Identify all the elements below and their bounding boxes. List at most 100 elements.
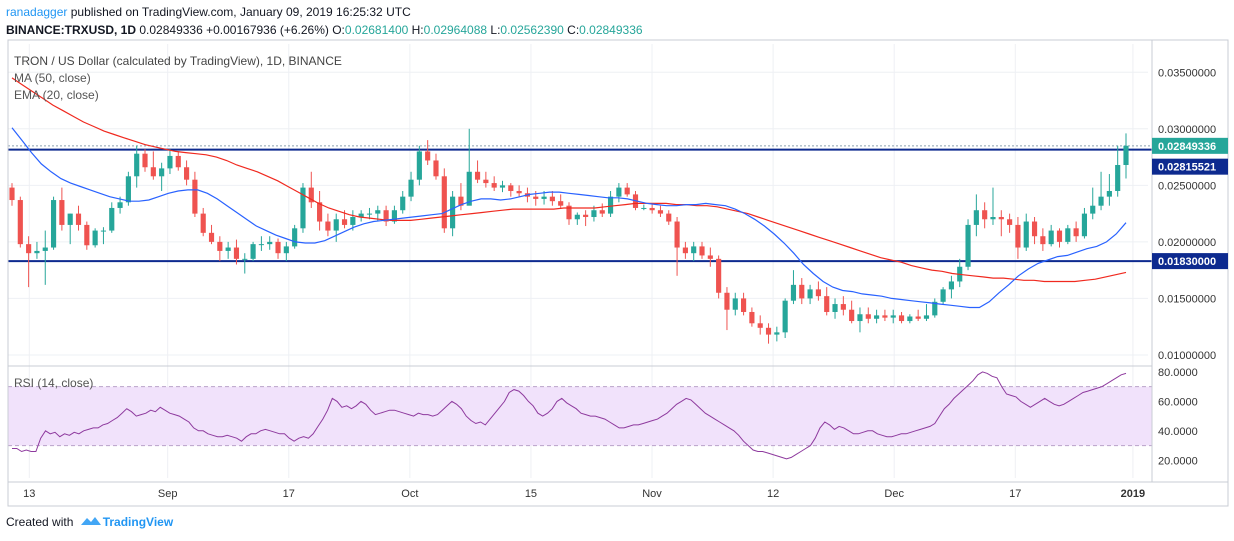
candle [724,287,730,331]
candle [275,238,281,259]
candle-body [84,224,90,246]
time-tick-label: 12 [767,488,779,500]
rsi-tick-label: 20.0000 [1158,455,1198,467]
candle [308,171,314,208]
horizontal-levels[interactable] [8,145,1152,263]
candle-body [549,196,555,202]
candle-body [666,213,672,222]
candle-body [508,185,514,191]
tradingview-brand[interactable]: TradingView [102,515,174,529]
candle [200,207,206,237]
candle [34,241,40,259]
candle-body [466,171,472,206]
candle-body [192,179,198,214]
candle-body [109,207,115,231]
candle-body [516,190,522,194]
candle-body [1081,213,1088,237]
candle-body [857,314,863,322]
price-tick-label: 0.01000000 [1158,350,1216,362]
candle-body [566,205,572,220]
candle [898,311,905,324]
candle-body [92,230,98,246]
candle-body [757,323,763,328]
candle-body [150,167,156,177]
price-tag-label: 0.02815521 [1158,162,1216,174]
time-tick-label: 13 [23,488,35,500]
candle [474,160,481,184]
price-tick-label: 0.02500000 [1158,180,1216,192]
candle [1048,224,1054,247]
candle [175,151,181,171]
price-tick-label: 0.02000000 [1158,237,1216,249]
candle-body [882,315,888,318]
candle-body [1048,230,1054,245]
rsi-legend: RSI (14, close) [14,376,94,390]
candle-body [1106,190,1112,197]
candle [258,236,264,251]
candle-body [225,247,231,251]
candle [990,187,996,225]
candle-body [1007,219,1013,225]
candle-body [1098,196,1104,206]
low-value: 0.02562390 [500,23,564,37]
candle-body [616,187,622,197]
candle-body [533,196,539,199]
candle [807,284,813,305]
candle [134,145,140,188]
candle-body [932,301,938,316]
ma-50-line [11,77,1127,283]
candle [1106,174,1112,206]
candle [948,275,954,299]
candle [599,203,605,218]
candle-body [965,224,971,267]
candlestick-series [9,128,1129,344]
candle [59,187,65,231]
candle-body [217,241,223,251]
candle-body [17,200,23,245]
candle [1056,228,1063,248]
rsi-overbought-oversold-band [8,386,1152,446]
candle [400,190,406,214]
candle [749,307,755,327]
candle-body [499,185,506,188]
candle [433,153,439,180]
rsi-tick-label: 60.0000 [1158,396,1198,408]
candle [425,140,431,165]
candle [982,202,988,229]
candle [957,258,963,288]
chart-title: TRON / US Dollar (calculated by TradingV… [14,54,342,68]
candle [707,247,713,267]
candle [1081,207,1088,239]
author-link[interactable]: ranadagger [6,5,68,19]
candle [300,183,306,233]
price-tick-label: 0.03000000 [1158,124,1216,136]
candle-body [583,214,589,218]
candle [657,205,664,218]
candle [1007,213,1013,233]
candle-body [167,155,173,169]
candle [317,190,323,231]
rsi-line [12,371,1127,460]
price-tag-bg [1152,137,1228,154]
candle [558,194,564,208]
candle-body [200,213,206,233]
candle [1023,213,1029,251]
candle [466,128,472,206]
candle [1073,221,1079,242]
candle-body [574,214,580,220]
candle [283,241,289,262]
chart-frame [7,39,1229,507]
candle-body [1073,228,1079,237]
last-price: 0.02849336 [139,23,203,37]
candle-body [275,241,281,254]
candle [125,171,131,206]
candle [159,162,165,191]
candle-body [383,210,389,222]
high-label: H: [411,23,424,37]
symbol-header: BINANCE:TRXUSD, 1D 0.02849336 +0.0016793… [6,23,643,37]
candle [1090,187,1096,220]
candle [574,212,580,225]
time-tick-label: 17 [1009,488,1021,500]
candle [75,205,82,231]
